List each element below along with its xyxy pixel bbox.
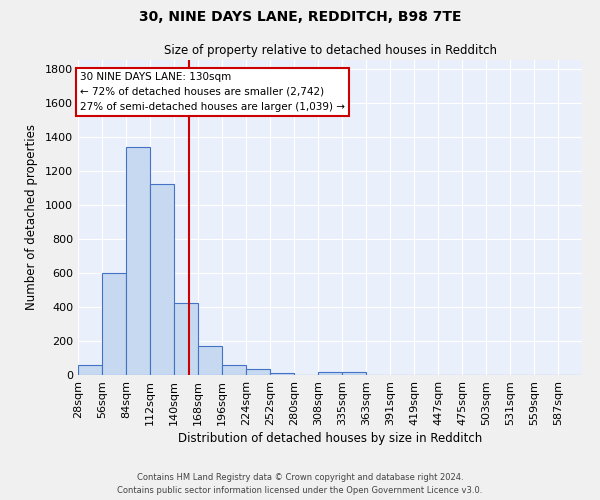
Bar (102, 273, 126, 375)
Y-axis label: Number of detached properties: Number of detached properties (25, 124, 38, 310)
Bar (318, 372, 342, 375)
Bar (342, 372, 366, 375)
Bar (246, 368, 270, 375)
Bar (174, 302, 198, 375)
Text: Contains HM Land Registry data © Crown copyright and database right 2024.
Contai: Contains HM Land Registry data © Crown c… (118, 474, 482, 495)
X-axis label: Distribution of detached houses by size in Redditch: Distribution of detached houses by size … (178, 432, 482, 445)
Text: 30 NINE DAYS LANE: 130sqm
← 72% of detached houses are smaller (2,742)
27% of se: 30 NINE DAYS LANE: 130sqm ← 72% of detac… (80, 72, 345, 112)
Bar (150, 184, 174, 375)
Text: 30, NINE DAYS LANE, REDDITCH, B98 7TE: 30, NINE DAYS LANE, REDDITCH, B98 7TE (139, 10, 461, 24)
Title: Size of property relative to detached houses in Redditch: Size of property relative to detached ho… (163, 44, 497, 58)
Bar (78, 366, 102, 375)
Bar (126, 147, 150, 375)
Bar (198, 346, 222, 375)
Bar (222, 365, 246, 375)
Bar (270, 373, 294, 375)
